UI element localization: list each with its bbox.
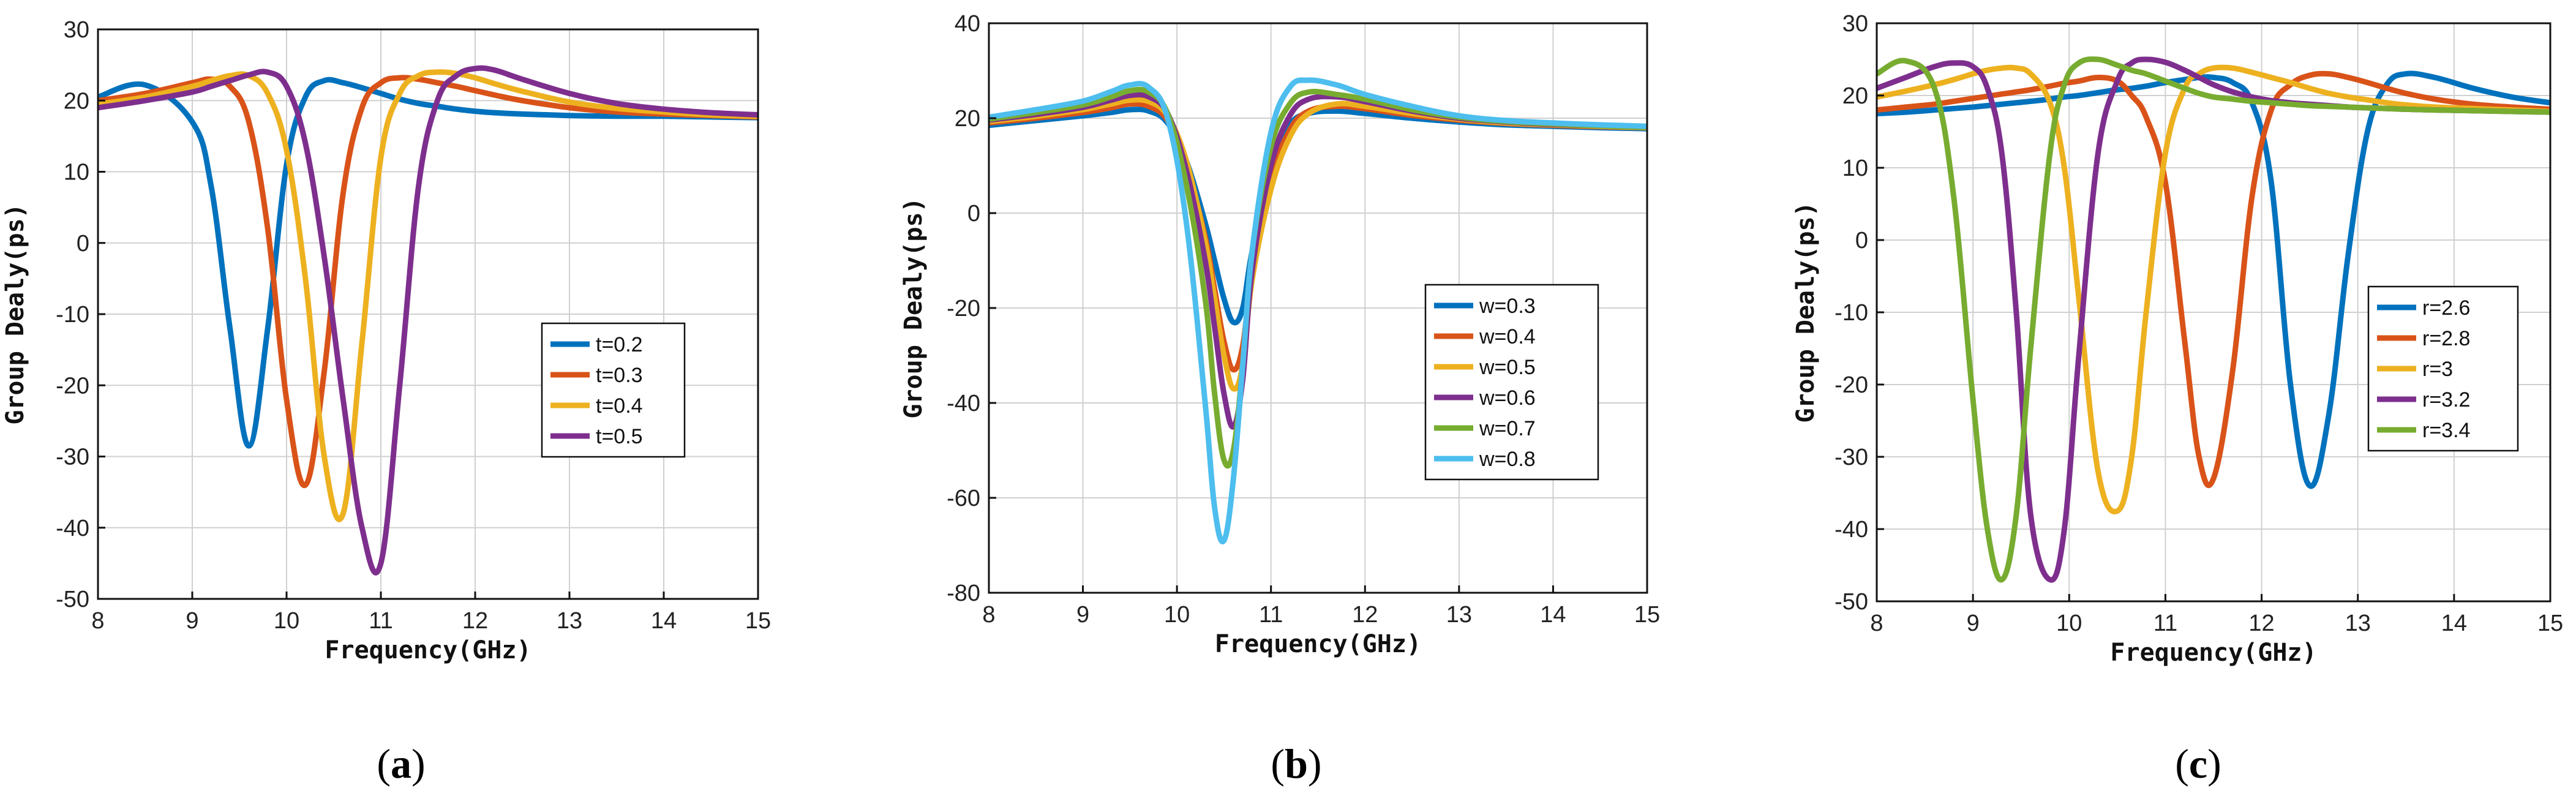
legend-entry-w=0.6: w=0.6 — [1479, 386, 1536, 410]
series-line-r=2.8 — [1877, 70, 2550, 489]
x-tick-label: 9 — [1967, 611, 1980, 636]
legend: t=0.2 t=0.3 t=0.4 t=0.5 — [541, 322, 686, 458]
x-tick-label: 13 — [557, 608, 582, 634]
y-tick-label: -30 — [56, 445, 89, 470]
y-tick-label: 20 — [955, 106, 980, 132]
legend-entry-t=0.3: t=0.3 — [596, 364, 643, 387]
legend: r=2.6 r=2.8 r=3 r=3.2 r=3.4 — [2367, 285, 2519, 452]
caption-open-paren: ( — [1271, 740, 1285, 787]
y-tick-label: 30 — [1842, 11, 1868, 37]
x-axis-label: Frequency(GHz) — [1215, 630, 1421, 658]
caption-letter: c — [2189, 740, 2207, 787]
legend-entry-t=0.2: t=0.2 — [596, 333, 643, 356]
x-tick-label: 13 — [2345, 611, 2371, 636]
x-axis-label: Frequency(GHz) — [2110, 639, 2316, 667]
legend-entry-t=0.5: t=0.5 — [596, 425, 643, 448]
legend-entry-w=0.4: w=0.4 — [1479, 325, 1536, 348]
panel-caption: (b) — [1271, 740, 1321, 787]
series-line-w=0.8 — [989, 77, 1647, 544]
legend: w=0.3 w=0.4 w=0.5 w=0.6 w=0.7 w=0.8 — [1424, 284, 1599, 481]
x-tick-label: 11 — [2154, 611, 2177, 636]
x-axis-label: Frequency(GHz) — [325, 636, 531, 664]
caption-close-paren: ) — [411, 740, 426, 787]
y-tick-label: -40 — [56, 516, 89, 541]
x-tick-label: 9 — [1076, 602, 1089, 628]
y-tick-label: -20 — [56, 373, 89, 399]
y-tick-label: 20 — [64, 88, 89, 114]
x-tick-label: 12 — [1352, 602, 1378, 628]
x-tick-label: 15 — [2537, 611, 2563, 636]
y-axis-label: Group Dealy(ps) — [1792, 201, 1820, 423]
y-tick-label: 20 — [1842, 83, 1868, 109]
x-tick-label: 14 — [1540, 602, 1566, 628]
y-tick-label: -40 — [1834, 517, 1868, 543]
x-tick-label: 8 — [91, 608, 104, 634]
x-tick-label: 11 — [369, 608, 392, 634]
legend-entry-r=2.8: r=2.8 — [2422, 327, 2470, 350]
series-line-r=3.4 — [1877, 56, 2550, 583]
panel-caption: (a) — [377, 740, 425, 787]
x-tick-label: 14 — [2441, 611, 2467, 636]
y-tick-label: -20 — [947, 296, 980, 321]
caption-open-paren: ( — [2175, 740, 2189, 787]
y-tick-label: 30 — [64, 17, 89, 43]
legend-entry-w=0.3: w=0.3 — [1479, 295, 1536, 318]
caption-open-paren: ( — [377, 740, 391, 787]
y-tick-label: 40 — [955, 11, 980, 37]
x-tick-label: 10 — [274, 608, 299, 634]
caption-close-paren: ) — [2207, 740, 2221, 787]
x-tick-label: 15 — [745, 608, 771, 634]
x-tick-label: 11 — [1259, 602, 1283, 628]
y-tick-label: -10 — [1834, 300, 1868, 326]
y-tick-label: -40 — [947, 391, 980, 416]
x-tick-label: 15 — [1634, 602, 1660, 628]
chart-panel-b: 8 9 10 11 12 13 14 15 40 20 0 -20 -40 -60 -80 Frequency… — [899, 11, 1660, 787]
series-line-t=0.2 — [98, 77, 758, 449]
series-line-t=0.5 — [98, 65, 758, 576]
x-tick-label: 9 — [186, 608, 198, 634]
y-tick-label: -60 — [947, 486, 980, 511]
y-tick-label: 10 — [64, 160, 89, 186]
caption-letter: a — [391, 740, 411, 787]
x-tick-label: 14 — [651, 608, 677, 634]
legend-entry-t=0.4: t=0.4 — [596, 394, 643, 418]
caption-close-paren: ) — [1308, 740, 1322, 787]
series-line-r=2.6 — [1877, 70, 2550, 489]
chart-panel-c: 8 9 10 11 12 13 14 15 30 20 10 0 -10 -20 -30 -40 -50 Freq… — [1792, 11, 2563, 787]
y-axis-label: Group Dealy(ps) — [899, 197, 928, 418]
x-tick-label: 10 — [2056, 611, 2082, 636]
x-tick-label: 13 — [1446, 602, 1472, 628]
legend-entry-r=2.6: r=2.6 — [2422, 296, 2470, 320]
series-line-r=3 — [1877, 64, 2550, 514]
legend-entry-w=0.5: w=0.5 — [1479, 356, 1536, 379]
legend-entry-w=0.7: w=0.7 — [1479, 417, 1536, 440]
x-tick-label: 12 — [2248, 611, 2274, 636]
legend-entry-r=3.4: r=3.4 — [2422, 419, 2470, 442]
legend-entry-r=3.2: r=3.2 — [2422, 388, 2470, 412]
y-tick-label: -20 — [1834, 372, 1868, 398]
y-tick-label: -30 — [1834, 445, 1868, 470]
y-tick-label: -80 — [947, 581, 980, 606]
panel-caption: (c) — [2175, 740, 2221, 787]
y-axis-label: Group Dealy(ps) — [1, 203, 29, 424]
y-tick-label: -50 — [56, 587, 89, 612]
y-tick-label: -10 — [56, 302, 89, 328]
y-tick-label: -50 — [1834, 589, 1868, 615]
legend-entry-w=0.8: w=0.8 — [1479, 448, 1536, 471]
y-tick-label: 0 — [77, 231, 89, 257]
chart-panel-a: 8 9 10 11 12 13 14 15 30 20 10 0 -10 -20 -30 -40 -50 Freq… — [1, 17, 771, 787]
x-tick-label: 8 — [982, 602, 995, 628]
x-tick-label: 8 — [1870, 611, 1883, 636]
x-tick-label: 10 — [1164, 602, 1190, 628]
y-tick-label: 10 — [1842, 156, 1868, 181]
y-tick-label: 0 — [1855, 228, 1868, 254]
legend-entry-r=3: r=3 — [2422, 358, 2453, 381]
legend-box — [1424, 284, 1599, 481]
y-tick-label: 0 — [967, 201, 980, 227]
caption-letter: b — [1285, 740, 1308, 787]
series-line-t=0.3 — [98, 75, 758, 489]
x-tick-label: 12 — [462, 608, 488, 634]
